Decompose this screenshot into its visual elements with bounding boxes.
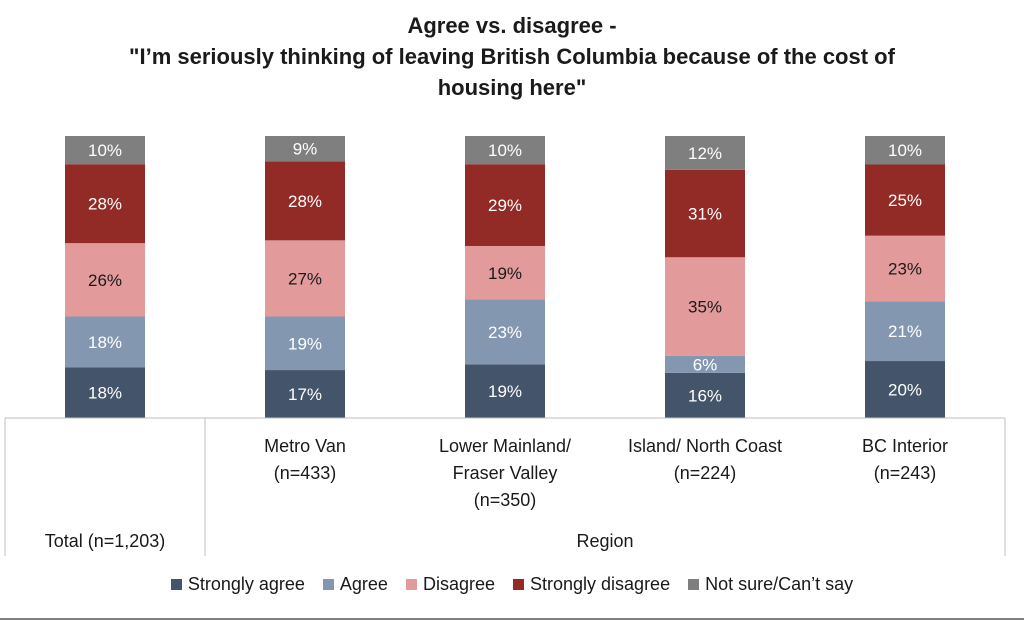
bar-segment-agree-1 <box>265 316 345 371</box>
data-label-agree-3: 6% <box>693 355 718 374</box>
chart-title-line-1: Agree vs. disagree - <box>407 13 617 38</box>
legend-item-not-sure: Not sure/Can’t say <box>688 574 853 595</box>
data-label-strongly-disagree-2: 29% <box>488 196 522 215</box>
data-label-agree-0: 18% <box>88 333 122 352</box>
bar-segment-disagree-3 <box>665 257 745 356</box>
bar-segment-strongly-disagree-3 <box>665 169 745 258</box>
data-label-not-sure-can-t-say-3: 12% <box>688 144 722 163</box>
data-label-disagree-1: 27% <box>288 269 322 288</box>
legend-item-strongly-disagree: Strongly disagree <box>513 574 670 595</box>
bar-segment-agree-2 <box>465 299 545 365</box>
chart-title-line-3: housing here" <box>437 75 587 100</box>
bar-segment-strongly-disagree-1 <box>265 161 345 241</box>
legend-swatch-disagree <box>405 579 417 590</box>
bar-segment-strongly-agree-3 <box>665 372 745 418</box>
data-label-strongly-disagree-4: 25% <box>888 191 922 210</box>
legend-label-agree: Agree <box>339 574 388 594</box>
data-label-not-sure-can-t-say-2: 10% <box>488 141 522 160</box>
data-label-agree-1: 19% <box>288 334 322 353</box>
tick-label-2-line-0: Lower Mainland/ <box>439 436 571 456</box>
data-label-strongly-agree-2: 19% <box>488 382 522 401</box>
data-label-strongly-disagree-0: 28% <box>88 195 122 214</box>
tick-label-3-line-0: Island/ North Coast <box>628 436 782 456</box>
bar-segment-agree-3 <box>665 355 745 373</box>
data-label-agree-4: 21% <box>888 322 922 341</box>
bar-segment-strongly-agree-1 <box>265 370 345 418</box>
data-label-disagree-4: 23% <box>888 259 922 278</box>
legend-item-agree: Agree <box>322 574 388 595</box>
tick-label-4-line-1: (n=243) <box>874 463 937 483</box>
bar-segment-strongly-disagree-0 <box>65 164 145 244</box>
bar-segment-strongly-agree-4 <box>865 361 945 418</box>
bar-segment-disagree-4 <box>865 235 945 302</box>
legend-swatch-strongly-disagree <box>513 579 524 590</box>
tick-label-2-line-2: (n=350) <box>474 490 537 510</box>
legend-label-strongly-agree: Strongly agree <box>187 574 305 594</box>
data-label-strongly-agree-0: 18% <box>88 384 122 403</box>
bar-segment-disagree-1 <box>265 240 345 317</box>
group-label-region: Region <box>576 531 633 551</box>
chart-legend: Strongly agree Agree Disagree Strongly d… <box>0 574 1024 595</box>
bar-segment-strongly-disagree-2 <box>465 164 545 246</box>
bar-segment-disagree-0 <box>65 243 145 317</box>
legend-swatch-not-sure <box>688 579 700 590</box>
legend-label-disagree: Disagree <box>422 574 495 594</box>
chart-title-line-2: "I’m seriously thinking of leaving Briti… <box>129 44 895 69</box>
legend-item-strongly-agree: Strongly agree <box>170 574 305 595</box>
tick-label-1-line-0: Metro Van <box>264 436 346 456</box>
bottom-divider <box>0 618 1024 620</box>
bar-segment-strongly-agree-0 <box>65 367 145 418</box>
bar-segment-agree-0 <box>65 316 145 368</box>
data-label-disagree-2: 19% <box>488 264 522 283</box>
legend-item-disagree: Disagree <box>405 574 495 595</box>
data-label-strongly-agree-4: 20% <box>888 381 922 400</box>
data-label-disagree-0: 26% <box>88 271 122 290</box>
bar-segment-not-sure-can-t-say-0 <box>65 136 145 165</box>
tick-label-1-line-1: (n=433) <box>274 463 337 483</box>
data-label-strongly-disagree-1: 28% <box>288 192 322 211</box>
data-label-not-sure-can-t-say-0: 10% <box>88 141 122 160</box>
data-label-strongly-disagree-3: 31% <box>688 205 722 224</box>
legend-swatch-agree <box>322 579 334 590</box>
bar-segment-not-sure-can-t-say-2 <box>465 136 545 165</box>
bar-segment-disagree-2 <box>465 245 545 300</box>
data-label-agree-2: 23% <box>488 323 522 342</box>
data-label-strongly-agree-1: 17% <box>288 385 322 404</box>
legend-label-not-sure: Not sure/Can’t say <box>705 574 854 594</box>
bar-segment-strongly-disagree-4 <box>865 164 945 236</box>
tick-label-2-line-1: Fraser Valley <box>453 463 558 483</box>
group-label-total: Total (n=1,203) <box>45 531 166 551</box>
bar-segment-not-sure-can-t-say-4 <box>865 136 945 165</box>
chart-title: Agree vs. disagree - "I’m seriously thin… <box>0 10 1024 103</box>
tick-label-4-line-0: BC Interior <box>862 436 948 456</box>
legend-swatch-strongly-agree <box>170 579 182 590</box>
bar-segment-not-sure-can-t-say-1 <box>265 136 345 162</box>
bar-segment-strongly-agree-2 <box>465 364 545 418</box>
data-label-not-sure-can-t-say-1: 9% <box>293 140 318 159</box>
tick-label-3-line-1: (n=224) <box>674 463 737 483</box>
data-label-strongly-agree-3: 16% <box>688 386 722 405</box>
data-label-not-sure-can-t-say-4: 10% <box>888 141 922 160</box>
bar-segment-not-sure-can-t-say-3 <box>665 136 745 170</box>
data-label-disagree-3: 35% <box>688 298 722 317</box>
bar-segment-agree-4 <box>865 301 945 362</box>
legend-label-strongly-disagree: Strongly disagree <box>530 574 671 594</box>
